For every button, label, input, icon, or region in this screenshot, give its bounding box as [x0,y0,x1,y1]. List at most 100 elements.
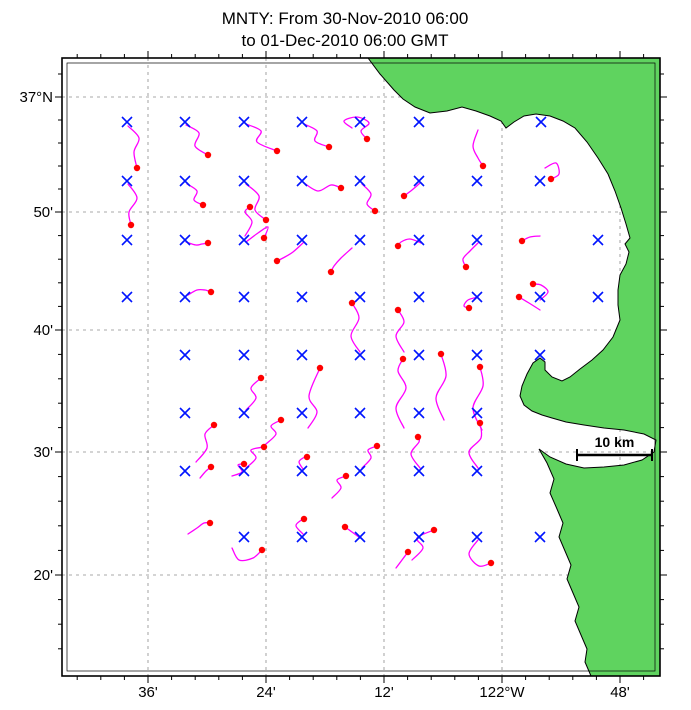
current-grid-point-marker [121,291,133,303]
drifter-trajectory [361,183,376,212]
drifter-trajectory [307,367,321,429]
current-grid-point-marker [354,234,366,246]
frame-layer [55,51,667,683]
current-grid-point-marker [534,349,546,361]
current-grid-point-marker [471,291,483,303]
trajectory-end-dot [260,234,268,242]
drifter-trajectory [532,283,549,301]
drifter-trajectory [410,436,421,469]
current-grid-point-marker [296,175,308,187]
drifter-trajectory [411,529,435,561]
current-grid-point-marker [179,407,191,419]
current-grid-point-marker [413,349,425,361]
drifter-trajectory [276,241,305,262]
current-grid-point-marker [471,175,483,187]
current-grid-point-marker [413,234,425,246]
drifter-trajectory [330,247,353,273]
drifter-trajectory [186,183,204,206]
x-axis-label: 36' [138,684,158,701]
drifter-trajectory [185,124,209,156]
drifter-trajectory [435,353,447,421]
drifter-trajectory [472,366,484,431]
trajectory-end-dot [258,546,266,554]
current-grid-point-marker [413,291,425,303]
trajectory-end-dot [476,419,484,427]
current-grid-point-marker [121,175,133,187]
drifter-trajectory [468,422,483,469]
drifter-trajectory [518,296,541,311]
axis-label-layer: 37°N 50' 40' 30' 20' 36' 24' 12' 122°W 48' [19,89,629,701]
scalebar: 10 km [576,434,653,461]
current-grid-point-marker [535,116,547,128]
current-grid-point-marker [471,407,483,419]
trajectory-end-dot [316,364,324,372]
drifter-trajectory [395,309,405,353]
trajectory-end-dot [300,515,308,523]
drifter-trajectory [245,377,262,411]
drifter-trajectory [187,288,212,296]
current-grid-point-marker [121,116,133,128]
drifter-trajectory [127,183,138,226]
current-grid-point-marker [354,531,366,543]
current-grid-point-marker [354,291,366,303]
x-axis-label: 48' [610,684,630,701]
trajectory-end-dot [400,192,408,200]
current-grid-point-marker [592,291,604,303]
drifter-trajectory [244,206,253,237]
y-axis-label: 37°N [19,89,53,106]
drifter-trajectory [231,547,263,562]
current-grid-point-marker [471,349,483,361]
figure-title-line2: to 01-Dec-2010 06:00 GMT [242,31,449,50]
current-grid-point-marker [179,234,191,246]
drifter-trajectory [187,521,211,535]
trajectory-end-dot [206,519,214,527]
drifter-trajectory [395,358,407,429]
drifter-trajectory [472,129,484,167]
current-grid-point-marker [413,531,425,543]
trajectory-end-dot [518,237,526,245]
current-grid-point-marker [296,234,308,246]
trajectory-end-dot [273,147,281,155]
drifter-trajectory [265,419,282,445]
trajectory-end-dot [399,355,407,363]
trajectory-end-dot [371,207,379,215]
current-grid-point-marker [238,531,250,543]
current-grid-point-marker [238,116,250,128]
trajectory-end-dot [487,559,495,567]
drifter-trajectory [361,445,378,469]
end-dot-layer [127,135,555,567]
current-grid-point-marker [534,291,546,303]
trajectory-end-dot [373,442,381,450]
current-grid-point-marker [354,349,366,361]
current-grid-point-marker [296,116,308,128]
figure-title-line1: MNTY: From 30-Nov-2010 06:00 [222,9,469,28]
trajectory-end-dot [262,216,270,224]
trajectory-end-dot [430,526,438,534]
trajectory-end-dot [414,433,422,441]
y-axis-label: 30' [33,444,53,461]
drifter-trajectory [245,183,267,221]
current-grid-point-marker [471,531,483,543]
current-grid-point-marker [471,234,483,246]
trajectory-end-dot [404,548,412,556]
trajectory-end-dot [341,523,349,531]
trajectory-end-dot [207,463,215,471]
current-grid-point-marker [238,407,250,419]
current-grid-point-marker [354,465,366,477]
x-axis-label: 24' [256,684,276,701]
current-grid-point-marker [238,175,250,187]
current-grid-point-marker [296,407,308,419]
current-grid-point-marker [296,465,308,477]
trajectory-end-dot [127,221,135,229]
current-grid-point-marker [179,116,191,128]
trajectory-end-dot [257,374,265,382]
trajectory-end-dot [476,363,484,371]
trajectory-end-dot [325,143,333,151]
trajectory-end-dot [348,299,356,307]
map-layers: 37°N 50' 40' 30' 20' 36' 24' 12' 122°W 48' 10 km [19,51,667,701]
trajectory-end-dot [394,242,402,250]
x-axis-label: 12' [374,684,394,701]
current-grid-point-marker [354,116,366,128]
